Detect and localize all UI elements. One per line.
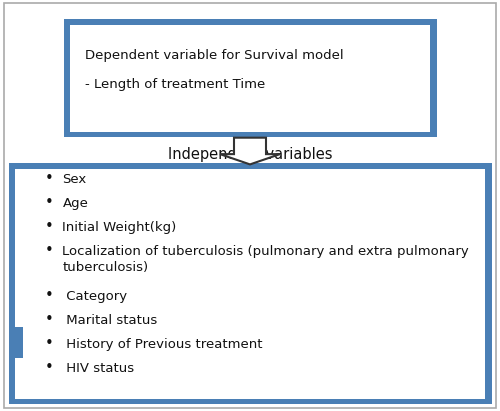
Text: Category: Category xyxy=(62,290,128,303)
Text: •: • xyxy=(45,219,54,234)
Text: •: • xyxy=(45,312,54,327)
FancyBboxPatch shape xyxy=(70,25,430,132)
Text: Independent variables: Independent variables xyxy=(168,147,332,162)
Text: •: • xyxy=(45,360,54,374)
Text: Localization of tuberculosis (pulmonary and extra pulmonary
tuberculosis): Localization of tuberculosis (pulmonary … xyxy=(62,245,469,275)
FancyBboxPatch shape xyxy=(64,19,436,137)
Text: History of Previous treatment: History of Previous treatment xyxy=(62,338,263,351)
Text: Sex: Sex xyxy=(62,173,87,187)
Text: •: • xyxy=(45,288,54,303)
Text: - Length of treatment Time: - Length of treatment Time xyxy=(85,78,265,91)
FancyBboxPatch shape xyxy=(8,327,22,358)
Text: •: • xyxy=(45,171,54,186)
Text: Dependent variable for Survival model: Dependent variable for Survival model xyxy=(85,49,344,62)
Text: •: • xyxy=(45,336,54,351)
FancyBboxPatch shape xyxy=(15,169,485,399)
Text: HIV status: HIV status xyxy=(62,362,134,375)
Text: Initial Weight(kg): Initial Weight(kg) xyxy=(62,221,177,234)
Text: •: • xyxy=(45,243,54,258)
Text: •: • xyxy=(45,195,54,210)
Text: Age: Age xyxy=(62,197,88,210)
Polygon shape xyxy=(220,138,280,164)
Text: Marital status: Marital status xyxy=(62,314,158,327)
FancyBboxPatch shape xyxy=(8,163,492,404)
